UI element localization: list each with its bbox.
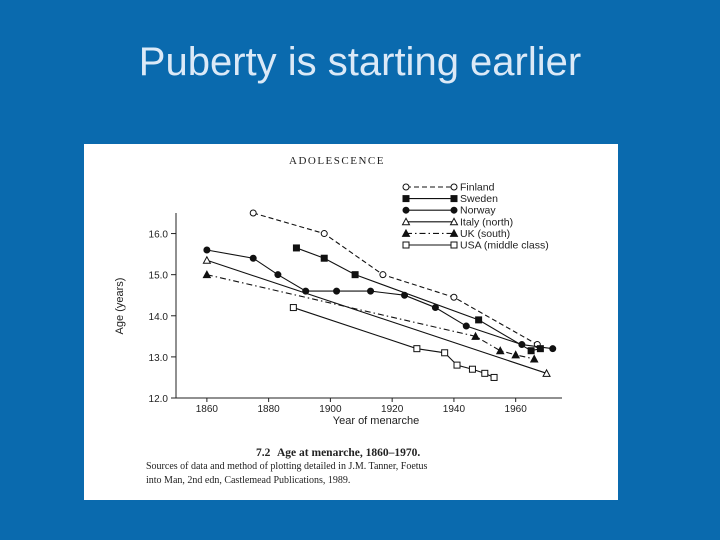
data-point <box>292 244 300 252</box>
legend-marker <box>449 228 459 237</box>
data-point <box>518 341 526 349</box>
caption-number: 7.2 <box>256 447 271 459</box>
legend-marker <box>402 206 410 214</box>
data-point <box>471 331 480 340</box>
y-axis-label: Age (years) <box>114 278 126 335</box>
data-point <box>320 230 328 238</box>
data-point <box>490 373 498 381</box>
data-point <box>441 349 449 357</box>
x-tick-label: 1900 <box>319 404 342 415</box>
data-point <box>450 293 458 301</box>
legend-marker <box>450 183 458 191</box>
data-point <box>495 346 505 355</box>
legend-label: Norway <box>460 205 496 217</box>
data-point <box>202 255 212 264</box>
data-point <box>203 246 211 254</box>
figure-card: ADOLESCENCE 1860 1880 1900 1920 1940 1960 12.0… <box>84 144 618 500</box>
data-point <box>367 287 375 295</box>
data-point <box>549 345 557 353</box>
series-line <box>206 249 553 350</box>
legend-marker <box>401 228 411 237</box>
y-tick-label: 15.0 <box>149 271 169 282</box>
series-norway <box>203 246 557 353</box>
legend-marker <box>450 195 458 203</box>
caption-line-2: into Man, 2nd edn, Castlemead Publicatio… <box>146 475 350 486</box>
x-tick-label: 1880 <box>258 404 281 415</box>
legend-marker <box>449 217 459 226</box>
data-point <box>379 271 387 279</box>
data-point <box>431 304 439 312</box>
data-point <box>202 270 212 279</box>
legend-marker <box>402 183 410 191</box>
x-tick-label: 1960 <box>505 404 528 415</box>
data-point <box>249 209 257 217</box>
data-point <box>333 287 341 295</box>
legend-label: UK (south) <box>460 228 510 240</box>
data-point <box>536 345 544 353</box>
series-line <box>206 274 535 360</box>
caption-title: Age at menarche, 1860–1970. <box>277 447 420 459</box>
series-italy-north <box>202 255 551 377</box>
data-point <box>462 322 470 330</box>
x-axis-label: Year of menarche <box>333 415 419 427</box>
legend-marker <box>401 217 411 226</box>
caption-line-1: Sources of data and method of plotting d… <box>146 461 428 472</box>
x-tick-label: 1940 <box>443 404 466 415</box>
legend-item-usa-middle-class: USA (middle class) <box>402 240 549 252</box>
series-layer <box>202 209 557 381</box>
data-point <box>249 254 257 262</box>
data-point <box>527 347 535 355</box>
legend-item-norway: Norway <box>402 205 496 217</box>
data-point <box>401 291 409 299</box>
legend-marker <box>402 195 410 203</box>
y-tick-label: 16.0 <box>149 230 169 241</box>
legend-label: USA (middle class) <box>460 240 549 252</box>
data-point <box>511 350 521 359</box>
data-point <box>453 361 461 369</box>
x-tick-label: 1920 <box>381 404 404 415</box>
data-point <box>475 316 483 324</box>
legend-label: Finland <box>460 182 495 194</box>
legend-marker <box>402 241 410 249</box>
menarche-chart: ADOLESCENCE 1860 1880 1900 1920 1940 1960 12.0… <box>114 155 562 486</box>
data-point <box>481 369 489 377</box>
data-point <box>542 368 551 377</box>
figure-header: ADOLESCENCE <box>289 155 385 167</box>
chart-axes <box>175 213 562 399</box>
data-point <box>351 271 359 279</box>
legend-item-uk-south: UK (south) <box>401 228 510 240</box>
series-sweden <box>292 244 544 355</box>
axis-ticks <box>171 233 517 402</box>
y-tick-label: 13.0 <box>149 353 169 364</box>
data-point <box>413 345 421 353</box>
legend-marker <box>450 206 458 214</box>
legend-item-sweden: Sweden <box>402 193 498 205</box>
data-point <box>320 254 328 262</box>
legend-label: Sweden <box>460 193 498 205</box>
series-uk-south <box>202 270 539 363</box>
series-line <box>296 247 541 352</box>
data-point <box>289 304 297 312</box>
axis-tick-labels: 1860 1880 1900 1920 1940 1960 12.0 13.0 14.0 15.0… <box>149 230 528 415</box>
legend-label: Italy (north) <box>460 216 513 228</box>
y-tick-label: 12.0 <box>149 394 169 405</box>
legend-marker <box>450 241 458 249</box>
slide-title: Puberty is starting earlier <box>138 40 582 84</box>
data-point <box>274 271 282 279</box>
series-finland <box>249 209 541 349</box>
legend-item-italy-north: Italy (north) <box>401 216 513 228</box>
y-tick-label: 14.0 <box>149 312 169 323</box>
data-point <box>529 354 539 363</box>
series-usa-middle-class <box>289 304 498 381</box>
x-tick-label: 1860 <box>196 404 219 415</box>
legend-item-finland: Finland <box>402 182 495 194</box>
data-point <box>468 365 476 373</box>
series-line <box>206 259 547 374</box>
